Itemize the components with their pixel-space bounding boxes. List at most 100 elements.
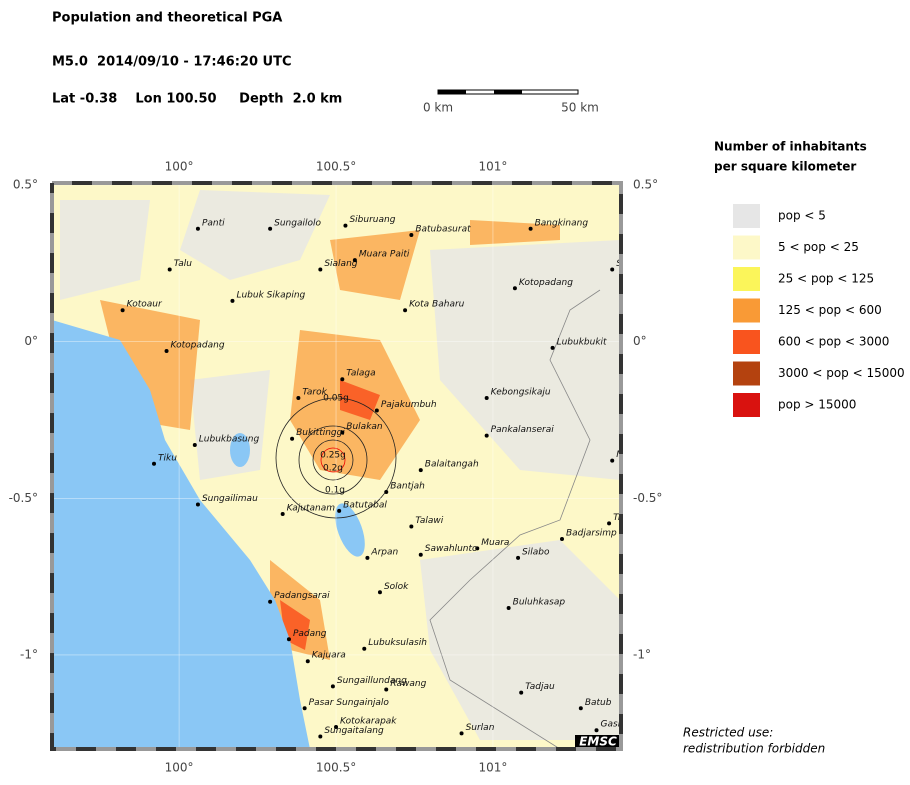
scale-end: 50 km	[561, 101, 599, 115]
y-tick-label: 0.5°	[13, 177, 38, 191]
city-label: Panti	[202, 218, 225, 228]
city-dot	[365, 555, 370, 560]
legend-swatch	[733, 361, 760, 386]
city-label: Surlan	[466, 723, 495, 733]
city-label: Siburuang	[349, 215, 395, 225]
legend-swatch	[733, 267, 760, 291]
city-label: Mu	[616, 450, 630, 460]
city-dot	[192, 443, 197, 448]
city-dot	[384, 687, 389, 692]
legend-label: 25 < pop < 125	[778, 272, 874, 286]
y-tick-label: -0.5°	[9, 491, 38, 505]
city-label: Arpan	[370, 547, 398, 557]
legend-label: pop < 5	[778, 209, 826, 223]
city-dot	[352, 258, 357, 263]
city-dot	[409, 233, 414, 238]
city-label: Muara	[481, 538, 509, 548]
pga-label: 0.1g	[325, 486, 345, 496]
y-tick-label: -0.5°	[633, 491, 662, 505]
city-dot	[528, 226, 533, 231]
city-label: Batub	[585, 698, 612, 708]
x-tick-label: 100°	[165, 761, 194, 775]
city-dot	[475, 546, 480, 551]
city-dot	[330, 684, 335, 689]
city-dot	[195, 502, 200, 507]
city-label: Badjarsimp	[566, 529, 617, 539]
city-dot	[610, 458, 615, 463]
pga-label: 0.25g	[320, 451, 346, 461]
city-label: Rawang	[390, 679, 426, 689]
city-dot	[195, 226, 200, 231]
city-label: Kajutanam	[287, 503, 336, 513]
x-tick-label: 100.5°	[316, 761, 356, 775]
legend-swatch	[733, 204, 760, 228]
city-dot	[512, 286, 517, 291]
legend-label: 3000 < pop < 15000	[778, 366, 905, 380]
title: Population and theoretical PGA	[52, 11, 282, 26]
city-dot	[337, 508, 342, 513]
city-dot	[290, 436, 295, 441]
legend-label: 600 < pop < 3000	[778, 335, 889, 349]
city-label: Batubasurat	[415, 225, 471, 235]
legend-swatch	[733, 393, 760, 417]
city-label: Sungaillundang	[337, 676, 407, 686]
map-frame	[50, 181, 623, 751]
legend-label: 125 < pop < 600	[778, 303, 882, 317]
city-label: Lubukbukit	[557, 337, 607, 347]
city-label: Sungailolo	[274, 218, 321, 228]
city-label: Tr	[613, 513, 623, 523]
city-dot	[484, 433, 489, 438]
city-dot	[280, 511, 285, 516]
pga-contour	[312, 439, 354, 481]
y-tick-label: -1°	[20, 647, 38, 661]
y-tick-label: 0.5°	[633, 177, 658, 191]
city-label: Batutabal	[343, 500, 387, 510]
city-label: Sungaitalang	[324, 726, 384, 736]
city-label: S	[616, 259, 622, 269]
map: EMSC Panti Sungailolo Siburuang Batubasurat…	[52, 183, 630, 749]
city-label: Tadjau	[525, 682, 555, 692]
city-label: Tarok	[302, 387, 327, 397]
city-dot	[286, 637, 291, 642]
city-label: Bukittinggi	[296, 428, 345, 438]
city-dot	[305, 659, 310, 664]
legend-swatch	[733, 298, 760, 323]
city-label: Pasar Sungainjalo	[309, 698, 390, 708]
city-label: Sialang	[324, 259, 357, 269]
y-tick-label: 0°	[633, 334, 647, 348]
city-dot	[506, 605, 511, 610]
city-label: Lubukbasung	[199, 435, 260, 445]
city-dot	[550, 345, 555, 350]
notice: redistribution forbidden	[683, 742, 825, 756]
city-label: Lubuksulasih	[368, 638, 427, 648]
city-dot	[377, 590, 382, 595]
city-label: Kotokarapak	[340, 717, 397, 727]
logo: EMSC	[579, 735, 617, 749]
scale-bar: 0 km 50 km	[423, 89, 599, 115]
city-dot	[343, 223, 348, 228]
notice: Restricted use:	[683, 726, 773, 740]
city-dot	[340, 430, 345, 435]
city-dot	[318, 267, 323, 272]
city-dot	[384, 490, 389, 495]
city-label: Lubuk Sikaping	[236, 290, 305, 300]
city-label: Sawahlunto	[425, 544, 478, 554]
city-label: Kotopadang	[171, 340, 225, 350]
location: Lat -0.38 Lon 100.50 Depth 2.0 km	[52, 92, 342, 107]
legend-swatch	[733, 330, 760, 354]
city-dot	[519, 690, 524, 695]
city-dot	[120, 308, 125, 313]
city-dot	[403, 308, 408, 313]
legend-title: per square kilometer	[714, 160, 856, 174]
city-label: Sungailimau	[202, 494, 258, 504]
city-dot	[559, 537, 564, 542]
city-label: Kotopadang	[519, 278, 573, 288]
city-label: Tiku	[158, 453, 177, 463]
city-label: Talaga	[346, 369, 375, 379]
legend-label: pop > 15000	[778, 398, 856, 412]
city-label: Kajuara	[312, 651, 346, 661]
city-dot	[610, 267, 615, 272]
pga-label: 0.2g	[323, 464, 343, 474]
pga-contour	[298, 425, 368, 495]
y-tick-label: 0°	[24, 334, 38, 348]
